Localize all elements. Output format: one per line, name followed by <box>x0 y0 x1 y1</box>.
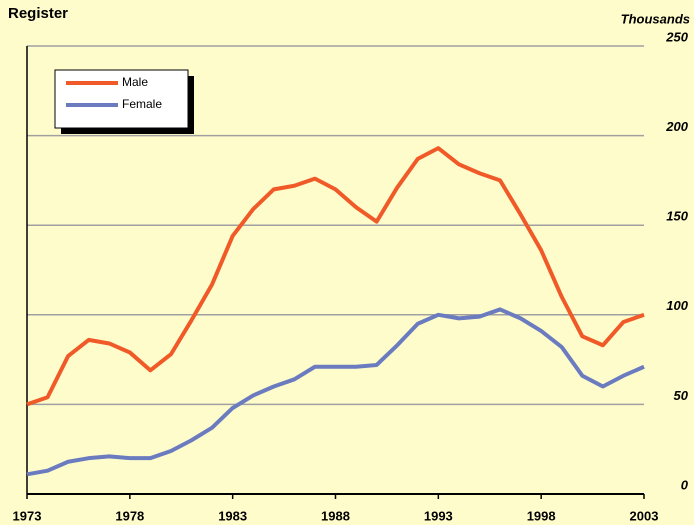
y-tick-label: 150 <box>666 209 688 224</box>
x-tick-label: 2003 <box>630 508 659 523</box>
x-tick-label: 1973 <box>13 508 42 523</box>
legend-label: Male <box>122 75 148 89</box>
line-series <box>26 307 645 477</box>
y-tick-label: 250 <box>665 29 688 44</box>
chart-title: Register <box>8 5 68 22</box>
legend-label: Female <box>122 97 162 111</box>
y-tick-label: 50 <box>674 388 689 403</box>
x-tick-label: 1983 <box>218 508 247 523</box>
x-tick-label: 1978 <box>115 508 144 523</box>
x-tick-label: 1993 <box>424 508 453 523</box>
y-tick-label: 100 <box>666 298 688 313</box>
x-tick-label: 1998 <box>527 508 556 523</box>
y-tick-label: 200 <box>665 119 688 134</box>
line-series <box>26 146 645 407</box>
y-tick-label: 0 <box>681 477 689 492</box>
x-tick-label: 1988 <box>321 508 350 523</box>
legend-box <box>54 69 189 129</box>
legend: Male Female <box>54 69 194 134</box>
y-unit-label: Thousands <box>621 11 690 26</box>
